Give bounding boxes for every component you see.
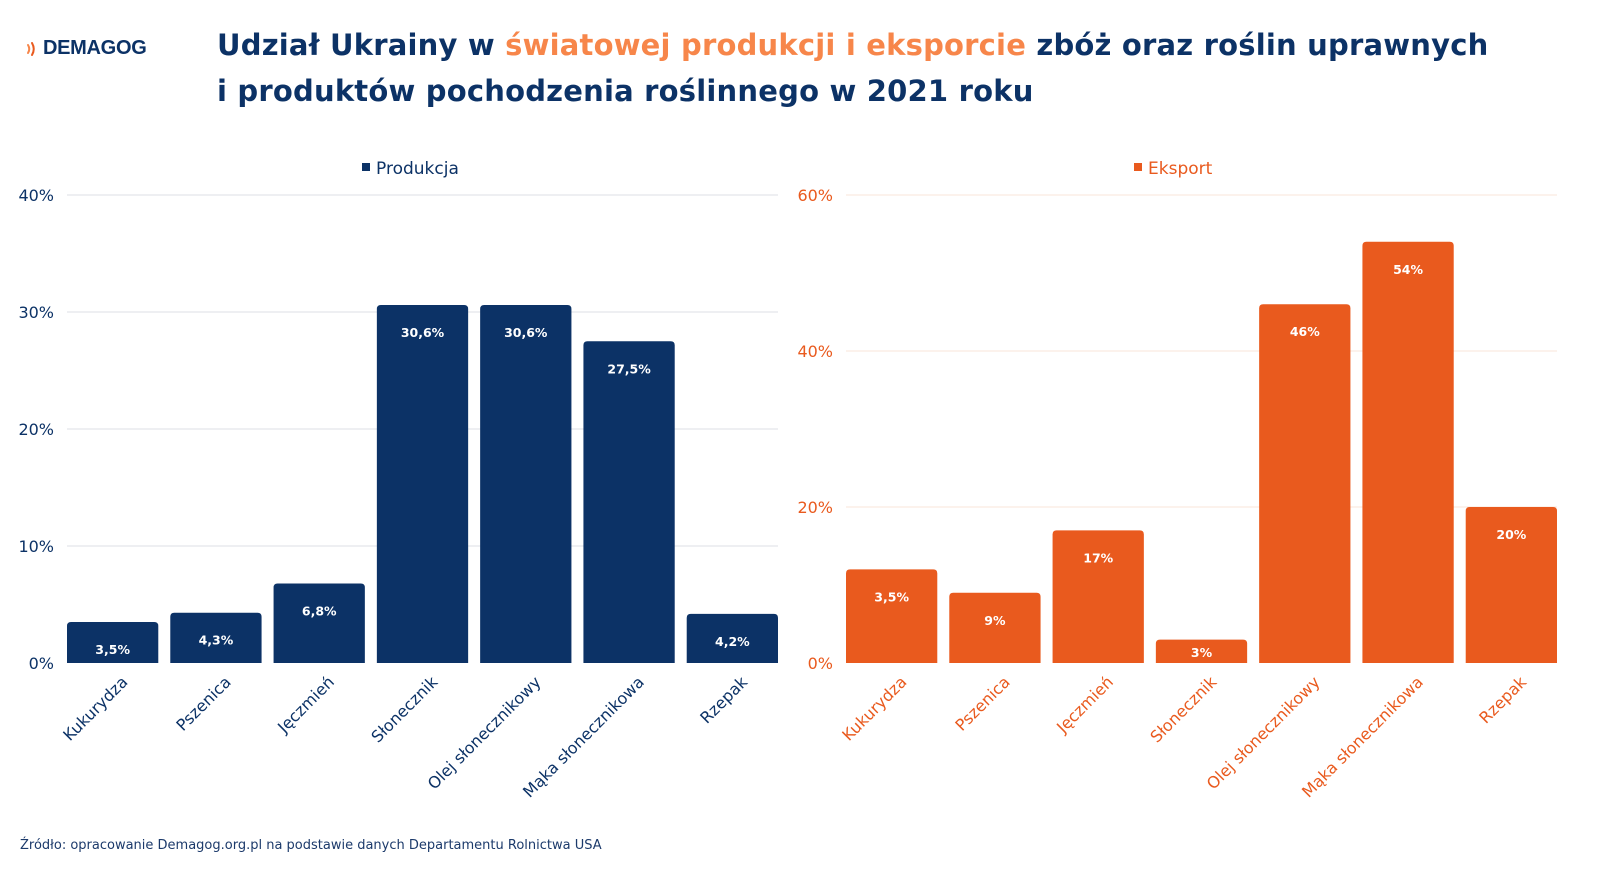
production-ytick-label: 0% (29, 654, 54, 673)
export-ytick-label: 60% (797, 186, 833, 205)
export-value-label: 46% (1290, 324, 1320, 339)
production-ytick-label: 20% (18, 420, 54, 439)
production-value-label: 6,8% (302, 603, 337, 618)
export-ytick-label: 20% (797, 498, 833, 517)
production-value-label: 27,5% (607, 361, 651, 376)
source-note: Źródło: opracowanie Demagog.org.pl na po… (20, 838, 602, 853)
production-value-label: 4,3% (199, 633, 234, 648)
production-ytick-label: 30% (18, 303, 54, 322)
export-value-label: 20% (1496, 527, 1526, 542)
export-ytick-label: 40% (797, 342, 833, 361)
production-category-label: Olej słonecznikowy (424, 672, 545, 793)
export-legend-label: Eksport (1148, 159, 1213, 179)
title-highlight: światowej produkcji i eksporcie (505, 28, 1027, 62)
production-category-label: Pszenica (172, 672, 234, 734)
export-bar (846, 569, 938, 663)
export-category-label: Kukurydza (838, 672, 910, 744)
export-category-label: Słonecznik (1146, 672, 1220, 746)
production-value-label: 4,2% (715, 634, 750, 649)
production-bar (170, 612, 262, 663)
export-value-label: 9% (984, 613, 1006, 628)
production-bar (480, 304, 572, 663)
demagog-logo[interactable]: DEMAGOG (26, 37, 147, 60)
production-value-label: 30,6% (401, 325, 445, 340)
production-bar (376, 304, 469, 663)
production-bar (67, 622, 159, 663)
export-category-label: Pszenica (951, 672, 1013, 734)
export-ytick-label: 0% (808, 654, 833, 673)
production-category-label: Słonecznik (367, 672, 441, 746)
export-bar (1465, 507, 1557, 663)
production-category-label: Rzepak (696, 672, 751, 727)
title-part-2: zbóż oraz roślin uprawnych (1026, 28, 1489, 62)
production-bar (583, 341, 675, 663)
export-bar (1362, 241, 1454, 664)
export-category-label: Olej słonecznikowy (1203, 672, 1324, 793)
export-bar (1259, 304, 1351, 663)
title-part-1: Udział Ukrainy w (217, 28, 506, 62)
export-value-label: 54% (1393, 262, 1423, 277)
export-bar (1052, 530, 1144, 663)
chart-title: Udział Ukrainy w światowej produkcji i e… (217, 22, 1577, 114)
production-category-label: Jęczmień (273, 672, 338, 737)
production-bar (273, 583, 365, 663)
export-legend-swatch (1134, 163, 1142, 171)
export-bar (949, 592, 1041, 663)
production-legend-swatch (362, 163, 370, 171)
production-bar (686, 613, 778, 663)
export-category-label: Jęczmień (1052, 672, 1117, 737)
export-value-label: 17% (1083, 550, 1113, 565)
export-category-label: Rzepak (1475, 672, 1530, 727)
production-legend-label: Produkcja (376, 159, 459, 179)
title-line-2: i produktów pochodzenia roślinnego w 202… (217, 74, 1034, 108)
export-bar (1155, 639, 1248, 663)
logo-text: DEMAGOG (43, 37, 147, 59)
export-value-label: 3,5% (874, 589, 909, 604)
export-value-label: 3% (1191, 645, 1213, 660)
production-ytick-label: 40% (18, 186, 54, 205)
title-line-1: Udział Ukrainy w światowej produkcji i e… (217, 22, 1577, 68)
production-value-label: 30,6% (504, 325, 548, 340)
signal-waves-icon (27, 41, 35, 56)
production-value-label: 3,5% (95, 642, 130, 657)
production-ytick-label: 10% (18, 537, 54, 556)
production-category-label: Kukurydza (59, 672, 131, 744)
